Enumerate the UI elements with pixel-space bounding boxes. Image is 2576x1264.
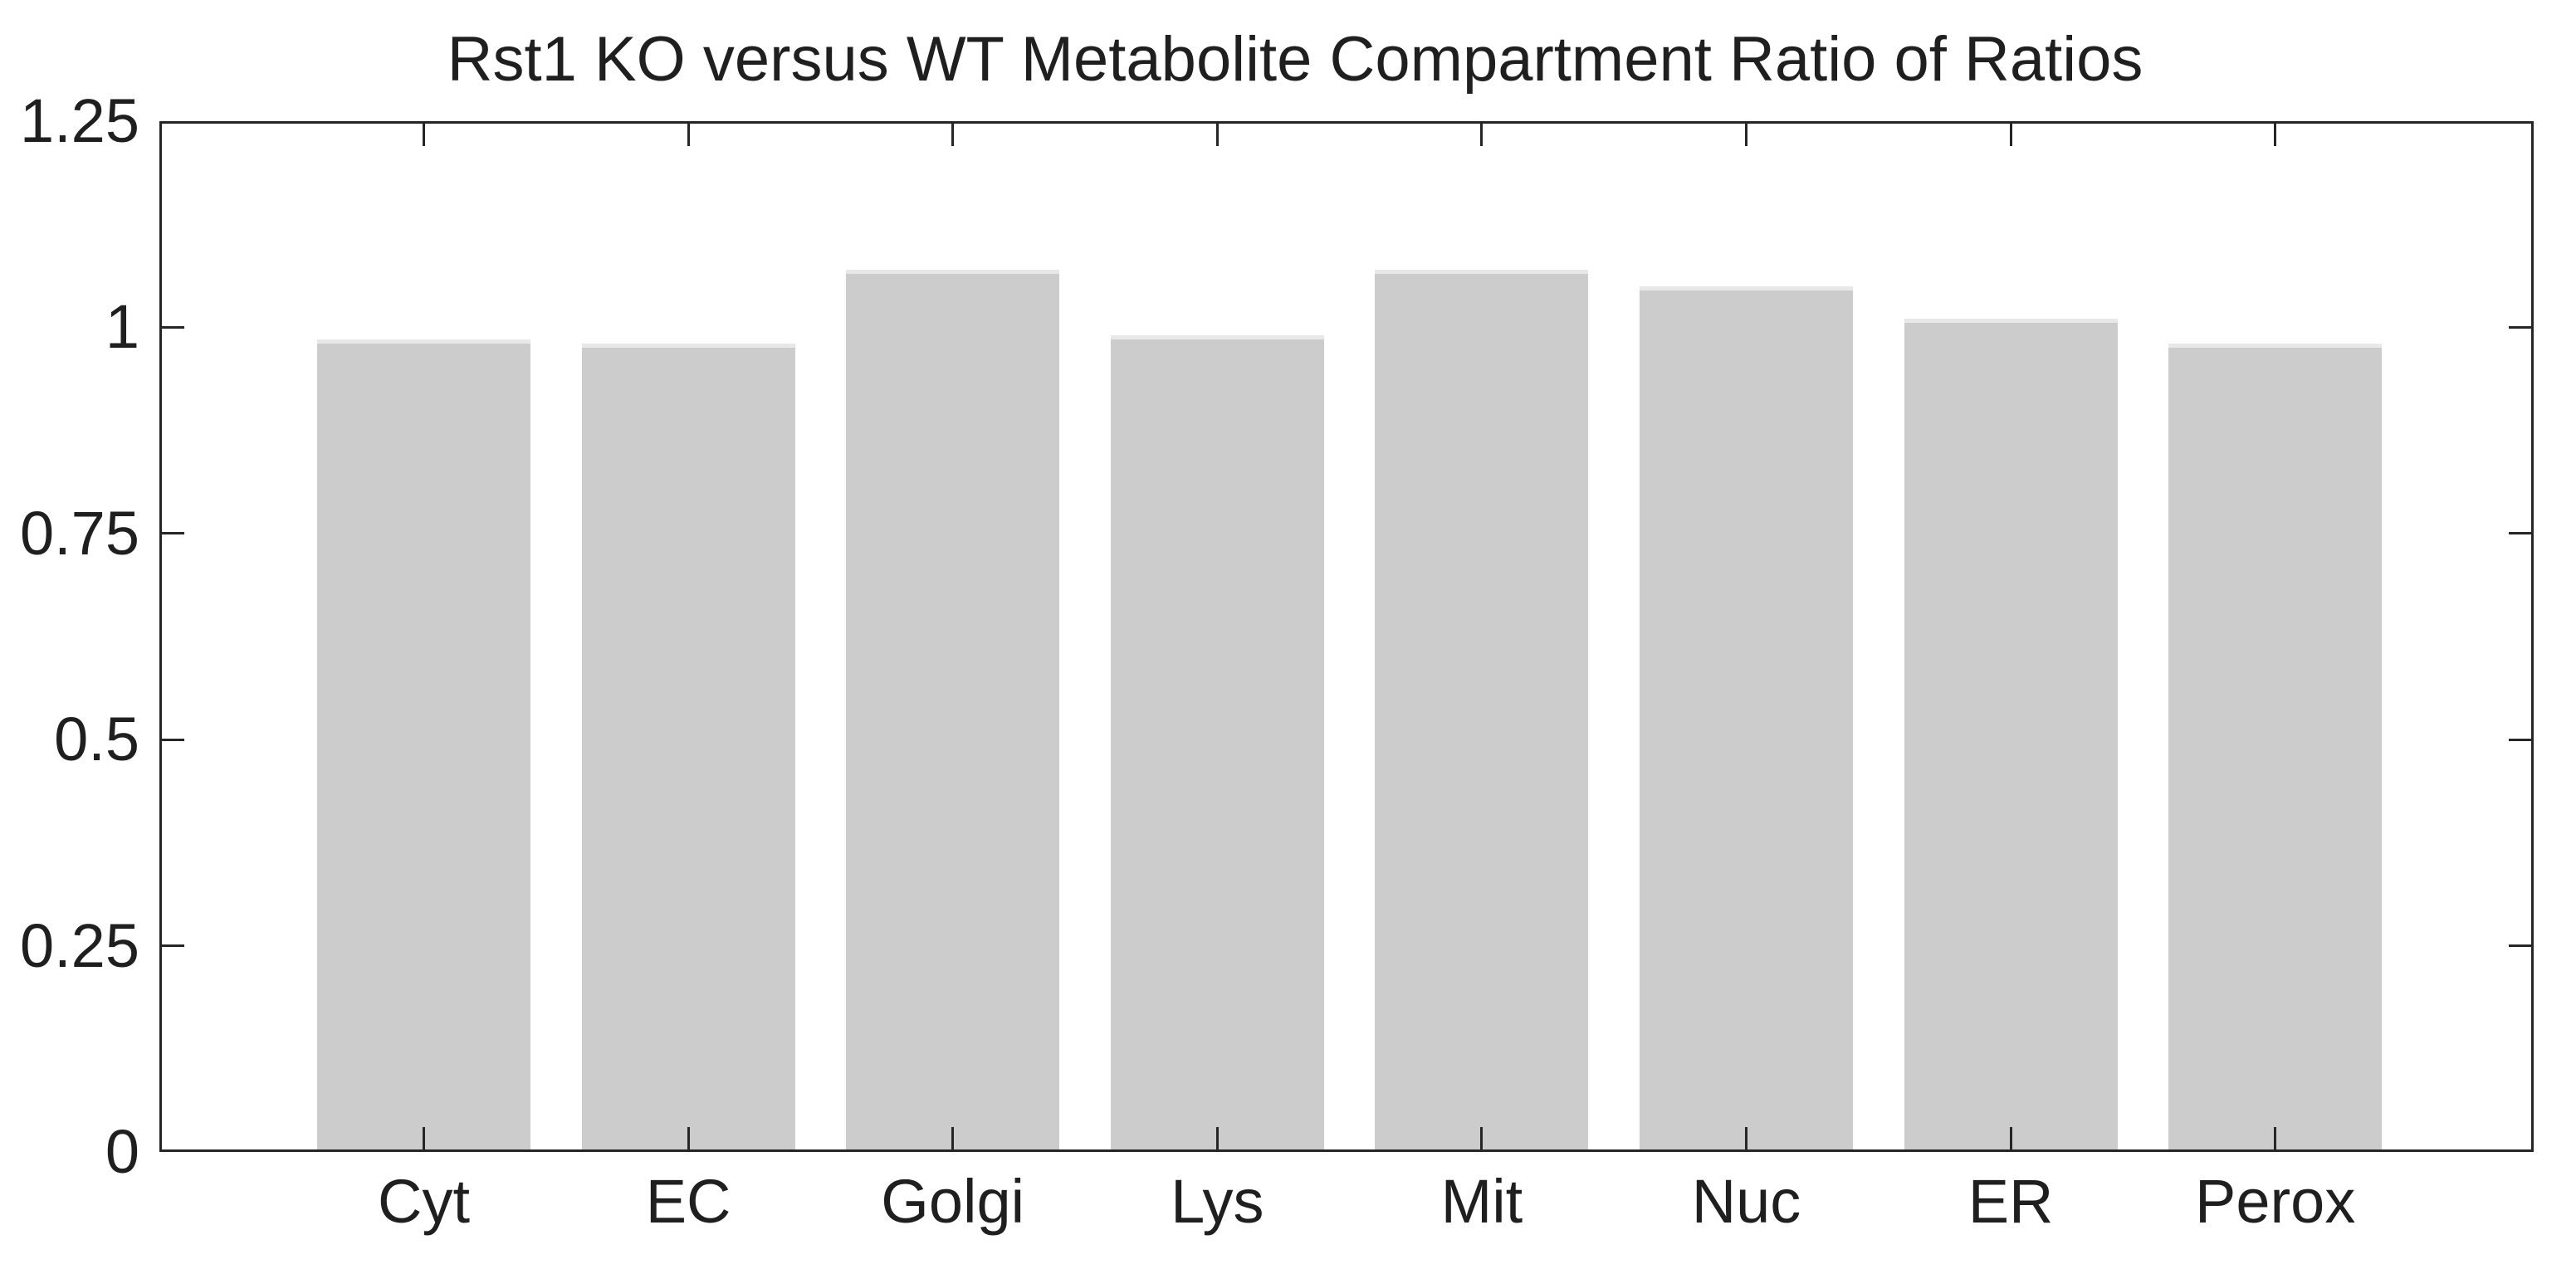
bar-nuc xyxy=(1640,285,1853,1149)
x-axis-tick-label: Golgi xyxy=(881,1167,1025,1236)
bar-golgi xyxy=(846,269,1060,1149)
bar-ec xyxy=(581,344,795,1149)
x-axis-tick-label: Perox xyxy=(2195,1167,2356,1236)
x-tick-mark-top xyxy=(1480,124,1484,146)
y-tick-mark-left xyxy=(162,325,184,329)
x-axis-tick-label: Nuc xyxy=(1691,1167,1801,1236)
x-axis-tick-label: Lys xyxy=(1171,1167,1264,1236)
y-tick-mark-left xyxy=(162,944,184,948)
y-axis-tick-label: 0.5 xyxy=(54,705,139,774)
x-axis-tick-label: EC xyxy=(645,1167,731,1236)
chart-title: Rst1 KO versus WT Metabolite Compartment… xyxy=(447,24,2143,95)
y-tick-mark-right xyxy=(2509,944,2531,948)
x-tick-mark-bottom xyxy=(2009,1127,2012,1149)
x-axis-tick-label: ER xyxy=(1967,1167,2054,1236)
bar-lys xyxy=(1110,335,1324,1149)
x-tick-mark-bottom xyxy=(2274,1127,2277,1149)
y-axis-tick-label: 0 xyxy=(105,1117,139,1186)
x-tick-mark-top xyxy=(1745,124,1747,146)
x-tick-mark-top xyxy=(1215,124,1219,146)
x-tick-mark-bottom xyxy=(1745,1127,1747,1149)
x-tick-mark-bottom xyxy=(687,1127,690,1149)
x-tick-mark-bottom xyxy=(1215,1127,1219,1149)
y-tick-mark-left xyxy=(162,738,184,741)
x-tick-mark-bottom xyxy=(1480,1127,1484,1149)
x-tick-mark-top xyxy=(2274,124,2277,146)
plot-area xyxy=(159,121,2534,1152)
x-tick-mark-bottom xyxy=(951,1127,955,1149)
x-axis-tick-label: Mit xyxy=(1440,1167,1523,1236)
x-tick-mark-bottom xyxy=(423,1127,425,1149)
bar-cyt xyxy=(317,339,530,1149)
bar-er xyxy=(1904,319,2118,1149)
y-tick-mark-right xyxy=(2509,532,2531,535)
x-tick-mark-top xyxy=(687,124,690,146)
x-tick-mark-top xyxy=(951,124,955,146)
bar-mit xyxy=(1375,269,1589,1149)
y-tick-mark-right xyxy=(2509,738,2531,741)
y-axis-tick-label: 0.75 xyxy=(19,498,139,568)
x-tick-mark-top xyxy=(2009,124,2012,146)
x-tick-mark-top xyxy=(423,124,425,146)
y-tick-mark-right xyxy=(2509,325,2531,329)
y-axis-tick-label: 1.25 xyxy=(19,86,139,155)
y-axis-tick-label: 1 xyxy=(105,292,139,362)
x-axis-tick-label: Cyt xyxy=(378,1167,470,1236)
y-tick-mark-left xyxy=(162,532,184,535)
y-axis-tick-label: 0.25 xyxy=(19,910,139,980)
bar-perox xyxy=(2168,344,2383,1149)
